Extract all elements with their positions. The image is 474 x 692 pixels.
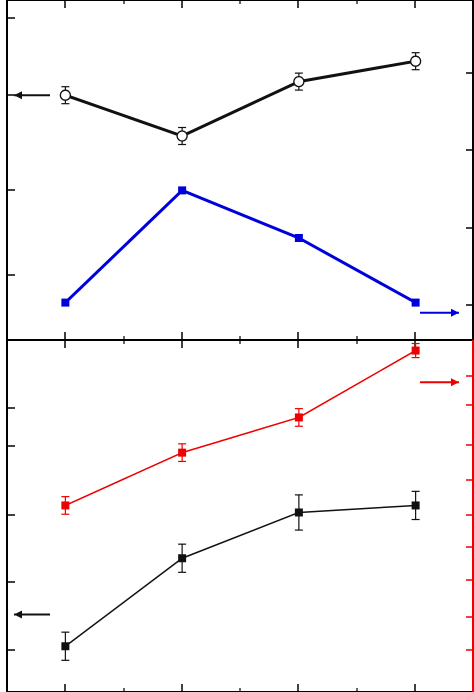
data-point-0-0-3: [409, 55, 422, 67]
axis-arrow-head-1-0: [14, 610, 22, 619]
data-point-1-0-1: [178, 554, 187, 563]
series-line-0-0: [64, 59, 416, 138]
data-point-0-1-2: [294, 234, 303, 242]
data-point-0-1-3: [411, 298, 420, 307]
data-point-1-1-0: [61, 501, 70, 510]
data-point-1-1-1: [178, 448, 187, 457]
data-point-1-1-3: [411, 346, 420, 355]
data-point-1-0-2: [294, 508, 303, 517]
data-point-1-1-2: [294, 413, 303, 422]
axis-arrow-head-1-1: [451, 378, 459, 387]
data-point-0-0-1: [176, 130, 188, 142]
series-line-0-1: [64, 188, 417, 304]
series-line-1-1: [65, 349, 416, 507]
data-point-1-0-3: [411, 501, 420, 510]
data-point-1-0-0: [61, 642, 70, 651]
data-point-0-0-2: [293, 75, 305, 88]
series-line-1-0: [64, 504, 416, 647]
axis-arrow-head-0-0: [14, 91, 22, 100]
data-point-0-1-0: [61, 298, 70, 307]
axis-arrow-head-0-1: [451, 308, 459, 317]
data-point-0-0-0: [59, 89, 72, 101]
data-point-0-1-1: [178, 186, 187, 195]
